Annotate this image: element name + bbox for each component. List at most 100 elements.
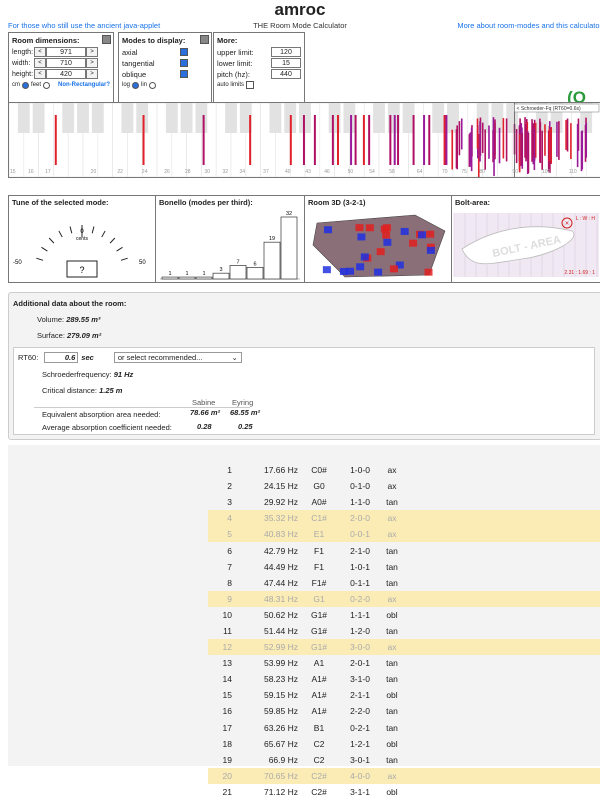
mode-bar[interactable] — [456, 125, 458, 170]
mode-bar[interactable] — [585, 123, 588, 158]
tangential-checkbox[interactable] — [180, 59, 188, 67]
mode-bar[interactable] — [502, 118, 505, 159]
length-increment-button[interactable]: > — [86, 47, 98, 57]
mode-row[interactable]: 5 40.83 Hz E1 0-0-1 ax — [208, 526, 600, 543]
mode-bar[interactable] — [577, 118, 580, 151]
mode-bar[interactable] — [527, 132, 530, 173]
mode-bar[interactable] — [558, 121, 560, 160]
mode-bar[interactable] — [547, 130, 550, 172]
mode-bar[interactable] — [423, 115, 426, 165]
mode-bar[interactable] — [498, 127, 501, 164]
mode-bar[interactable] — [515, 129, 518, 164]
height-input[interactable]: 420 — [46, 69, 86, 79]
collapse-icon[interactable] — [200, 35, 209, 44]
mode-spectrum-keyboard[interactable]: < Schroeder-Fq (RT60=0.6s) 15 16 17 20 22 24 26… — [8, 102, 600, 178]
axial-checkbox[interactable] — [180, 48, 188, 56]
mode-row[interactable]: 6 42.79 Hz F1 2-1-0 tan — [208, 542, 600, 558]
mode-row[interactable]: 18 65.67 Hz C2 1-2-1 obl — [208, 736, 600, 752]
mode-bar[interactable] — [570, 123, 572, 160]
mode-bar[interactable] — [445, 115, 448, 165]
mode-row[interactable]: 19 66.9 Hz C2 3-0-1 tan — [208, 752, 600, 768]
mode-row[interactable]: 21 71.12 Hz C2# 3-1-1 obl — [208, 784, 600, 800]
auto-limits-checkbox[interactable] — [246, 81, 255, 89]
mode-bar[interactable] — [368, 115, 371, 165]
mode-row[interactable]: 3 29.92 Hz A0# 1-1-0 tan — [208, 494, 600, 510]
mode-bar[interactable] — [576, 123, 579, 168]
rt60-input[interactable]: 0.6 — [44, 352, 79, 363]
mode-bar[interactable] — [354, 115, 357, 165]
log-radio[interactable] — [132, 81, 140, 89]
mode-row[interactable]: 4 35.32 Hz C1# 2-0-0 ax — [208, 510, 600, 527]
mode-bar[interactable] — [302, 115, 305, 165]
mode-row[interactable]: 2 24.15 Hz G0 0-1-0 ax — [208, 478, 600, 494]
mode-row[interactable]: 16 59.85 Hz A1# 2-2-0 tan — [208, 703, 600, 719]
mode-bar[interactable] — [533, 128, 536, 171]
mode-bar[interactable] — [550, 127, 553, 164]
height-increment-button[interactable]: > — [86, 69, 98, 79]
mode-bar[interactable] — [477, 133, 480, 178]
mode-row[interactable]: 7 44.49 Hz F1 1-0-1 tan — [208, 559, 600, 575]
mode-bar[interactable] — [518, 134, 521, 173]
feet-radio[interactable] — [43, 81, 51, 89]
mode-row[interactable]: 14 58.23 Hz A1# 3-1-0 tan — [208, 671, 600, 687]
mode-row[interactable]: 8 47.44 Hz F1# 0-1-1 tan — [208, 575, 600, 591]
mode-bar[interactable] — [142, 115, 145, 165]
mode-bar[interactable] — [481, 122, 484, 153]
mode-bar[interactable] — [531, 119, 533, 162]
mode-bar[interactable] — [428, 115, 431, 165]
mode-bar[interactable] — [493, 132, 495, 177]
mode-bar[interactable] — [458, 121, 461, 156]
mode-bar[interactable] — [548, 129, 551, 162]
width-increment-button[interactable]: > — [86, 58, 98, 68]
length-input[interactable]: 971 — [46, 47, 86, 57]
mode-bar[interactable] — [492, 117, 495, 153]
mode-row[interactable]: 17 63.26 Hz B1 0-2-1 tan — [208, 720, 600, 736]
mode-bar[interactable] — [393, 115, 396, 165]
mode-bar[interactable] — [202, 115, 205, 165]
mode-bar[interactable] — [479, 121, 481, 162]
non-rectangular-link[interactable]: Non-Rectangular? — [57, 82, 110, 88]
java-applet-link[interactable]: For those who still use the ancient java… — [8, 21, 161, 30]
upper-limit-input[interactable]: 120 — [271, 47, 301, 57]
mode-bar[interactable] — [525, 124, 527, 162]
mode-bar[interactable] — [521, 133, 523, 165]
mode-bar[interactable] — [289, 115, 292, 165]
mode-bar[interactable] — [534, 122, 537, 158]
length-decrement-button[interactable]: < — [34, 47, 46, 57]
mode-row[interactable]: 15 59.15 Hz A1# 2-1-1 obl — [208, 687, 600, 703]
mode-row[interactable]: 11 51.44 Hz G1# 1-2-0 tan — [208, 623, 600, 639]
mode-bar[interactable] — [470, 127, 473, 172]
cm-radio[interactable] — [22, 81, 29, 89]
mode-bar[interactable] — [443, 115, 446, 165]
mode-bar[interactable] — [451, 129, 454, 170]
mode-bar[interactable] — [541, 130, 543, 170]
mode-row[interactable]: 13 53.99 Hz A1 2-0-1 tan — [208, 655, 600, 671]
mode-bar[interactable] — [336, 115, 339, 165]
mode-bar[interactable] — [469, 132, 472, 163]
mode-bar[interactable] — [532, 123, 535, 157]
oblique-checkbox[interactable] — [180, 70, 188, 78]
mode-bar[interactable] — [494, 119, 496, 160]
mode-bar[interactable] — [397, 115, 400, 165]
collapse-icon[interactable] — [102, 35, 111, 44]
room3d-panel[interactable]: Room 3D (3-2-1) — [304, 195, 452, 283]
mode-bar[interactable] — [488, 125, 490, 159]
width-input[interactable]: 710 — [46, 58, 86, 68]
height-decrement-button[interactable]: < — [34, 69, 46, 79]
mode-bar[interactable] — [54, 115, 57, 165]
rt60-select[interactable]: or select recommended... ⌄ — [113, 352, 242, 363]
mode-bar[interactable] — [556, 121, 558, 157]
mode-row[interactable]: 10 50.62 Hz G1# 1-1-1 obl — [208, 607, 600, 623]
mode-row[interactable]: 12 52.99 Hz G1# 3-0-0 ax — [208, 639, 600, 656]
mode-bar[interactable] — [362, 115, 365, 165]
mode-bar[interactable] — [249, 115, 252, 165]
lower-limit-input[interactable]: 15 — [271, 58, 301, 68]
mode-bar[interactable] — [350, 115, 353, 165]
mode-bar[interactable] — [565, 119, 567, 150]
mode-bar[interactable] — [544, 124, 546, 156]
mode-row[interactable]: 20 70.65 Hz C2# 4-0-0 ax — [208, 767, 600, 784]
mode-bar[interactable] — [505, 118, 508, 162]
lin-radio[interactable] — [149, 81, 157, 89]
pitch-input[interactable]: 440 — [271, 69, 301, 79]
mode-bar[interactable] — [389, 115, 392, 165]
